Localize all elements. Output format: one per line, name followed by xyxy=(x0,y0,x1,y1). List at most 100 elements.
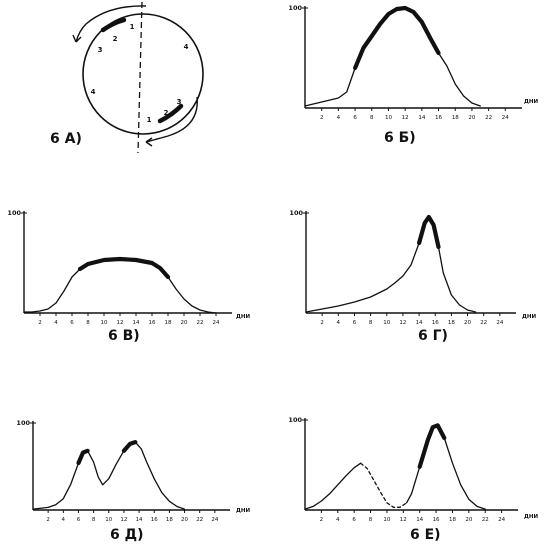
cycle-circle xyxy=(82,13,204,135)
x-tick-label: 18 xyxy=(448,320,455,326)
x-tick-label: 16 xyxy=(433,517,440,523)
y-tick-label: 100 xyxy=(288,4,302,12)
curve-emphasis-1 xyxy=(417,423,447,469)
x-tick-label: 2 xyxy=(320,115,324,121)
x-tick-label: 8 xyxy=(369,517,373,523)
x-tick-label: 2 xyxy=(38,320,42,326)
x-tick-label: 22 xyxy=(485,115,492,121)
segment-number: 2 xyxy=(164,109,169,117)
x-tick-label: 2 xyxy=(320,320,324,326)
curve-emphasis-2 xyxy=(121,440,138,453)
x-tick-label: 22 xyxy=(197,320,204,326)
x-tick-label: 6 xyxy=(353,115,357,121)
x-tick-label: 10 xyxy=(383,320,390,326)
x-tick-label: 18 xyxy=(165,320,172,326)
segment-number: 1 xyxy=(147,116,152,124)
curve-emphasis-1 xyxy=(76,448,90,466)
x-tick-label: 12 xyxy=(400,517,407,523)
x-axis-unit: ДНИ xyxy=(236,508,251,514)
x-tick-label: 10 xyxy=(105,517,112,523)
arrowhead-lower xyxy=(145,137,153,147)
segment-number: 4 xyxy=(91,88,96,96)
x-tick-label: 4 xyxy=(54,320,58,326)
panel-a-label: 6 А) xyxy=(50,131,82,147)
x-tick-label: 24 xyxy=(498,517,505,523)
y-tick-label: 100 xyxy=(288,416,302,424)
segment-number: 4 xyxy=(184,43,189,51)
x-tick-label: 14 xyxy=(133,320,140,326)
panel-c-label: 6 В) xyxy=(108,328,140,344)
curve-emphasis-1 xyxy=(353,5,441,71)
x-tick-label: 8 xyxy=(369,320,373,326)
x-tick-label: 16 xyxy=(151,517,158,523)
segment-number: 2 xyxy=(113,35,118,43)
x-tick-label: 4 xyxy=(336,517,340,523)
x-tick-label: 10 xyxy=(101,320,108,326)
y-tick-label: 100 xyxy=(16,419,30,427)
x-tick-label: 14 xyxy=(136,517,143,523)
x-tick-label: 24 xyxy=(213,320,220,326)
x-tick-label: 12 xyxy=(120,517,127,523)
x-axis-unit: ДНИ xyxy=(522,314,537,320)
x-tick-label: 12 xyxy=(402,115,409,121)
x-tick-label: 16 xyxy=(435,115,442,121)
x-tick-label: 6 xyxy=(352,517,356,523)
dashed-axis xyxy=(137,1,143,154)
curve-emphasis-1 xyxy=(77,256,171,280)
arrowhead-upper xyxy=(72,34,82,43)
segment-number: 3 xyxy=(177,98,182,106)
segment-number: 3 xyxy=(98,46,103,54)
x-tick-label: 2 xyxy=(320,517,324,523)
panel-b-label: 6 Б) xyxy=(384,130,416,146)
panel-f-label: 6 Е) xyxy=(410,527,441,543)
curve-line-1 xyxy=(304,7,481,107)
x-tick-label: 6 xyxy=(353,320,357,326)
x-tick-label: 18 xyxy=(449,517,456,523)
x-axis-unit: ДНИ xyxy=(524,514,539,520)
x-tick-label: 10 xyxy=(383,517,390,523)
x-tick-label: 4 xyxy=(337,320,341,326)
x-tick-label: 20 xyxy=(181,517,188,523)
x-tick-label: 22 xyxy=(196,517,203,523)
panel-d-label: 6 Г) xyxy=(418,328,448,344)
x-tick-label: 18 xyxy=(166,517,173,523)
x-tick-label: 4 xyxy=(337,115,341,121)
x-tick-label: 14 xyxy=(416,320,423,326)
x-tick-label: 4 xyxy=(62,517,66,523)
curve-emphasis-1 xyxy=(417,214,441,250)
x-tick-label: 20 xyxy=(465,517,472,523)
x-tick-label: 20 xyxy=(468,115,475,121)
outer-arc-upper xyxy=(75,5,147,43)
x-tick-label: 18 xyxy=(452,115,459,121)
curve-line-1 xyxy=(32,441,186,510)
panel-e-label: 6 Д) xyxy=(110,527,144,543)
x-tick-label: 24 xyxy=(502,115,509,121)
x-tick-label: 16 xyxy=(149,320,156,326)
x-tick-label: 22 xyxy=(482,517,489,523)
x-tick-label: 14 xyxy=(418,115,425,121)
x-axis-unit: ДНИ xyxy=(524,99,539,105)
x-axis-unit: ДНИ xyxy=(236,314,251,320)
x-tick-label: 6 xyxy=(70,320,74,326)
x-tick-label: 24 xyxy=(211,517,218,523)
x-tick-label: 12 xyxy=(399,320,406,326)
x-tick-label: 12 xyxy=(117,320,124,326)
outer-arc-lower xyxy=(145,96,198,143)
segment-number: 1 xyxy=(130,23,135,31)
curve-line-1 xyxy=(305,216,477,313)
x-tick-label: 16 xyxy=(432,320,439,326)
x-tick-label: 8 xyxy=(92,517,96,523)
x-tick-label: 20 xyxy=(181,320,188,326)
x-tick-label: 10 xyxy=(385,115,392,121)
curve-line-2 xyxy=(360,462,408,508)
x-tick-label: 22 xyxy=(480,320,487,326)
thick-segment-lower xyxy=(157,103,184,124)
curve-line-1 xyxy=(23,258,217,314)
y-tick-label: 100 xyxy=(289,209,303,217)
